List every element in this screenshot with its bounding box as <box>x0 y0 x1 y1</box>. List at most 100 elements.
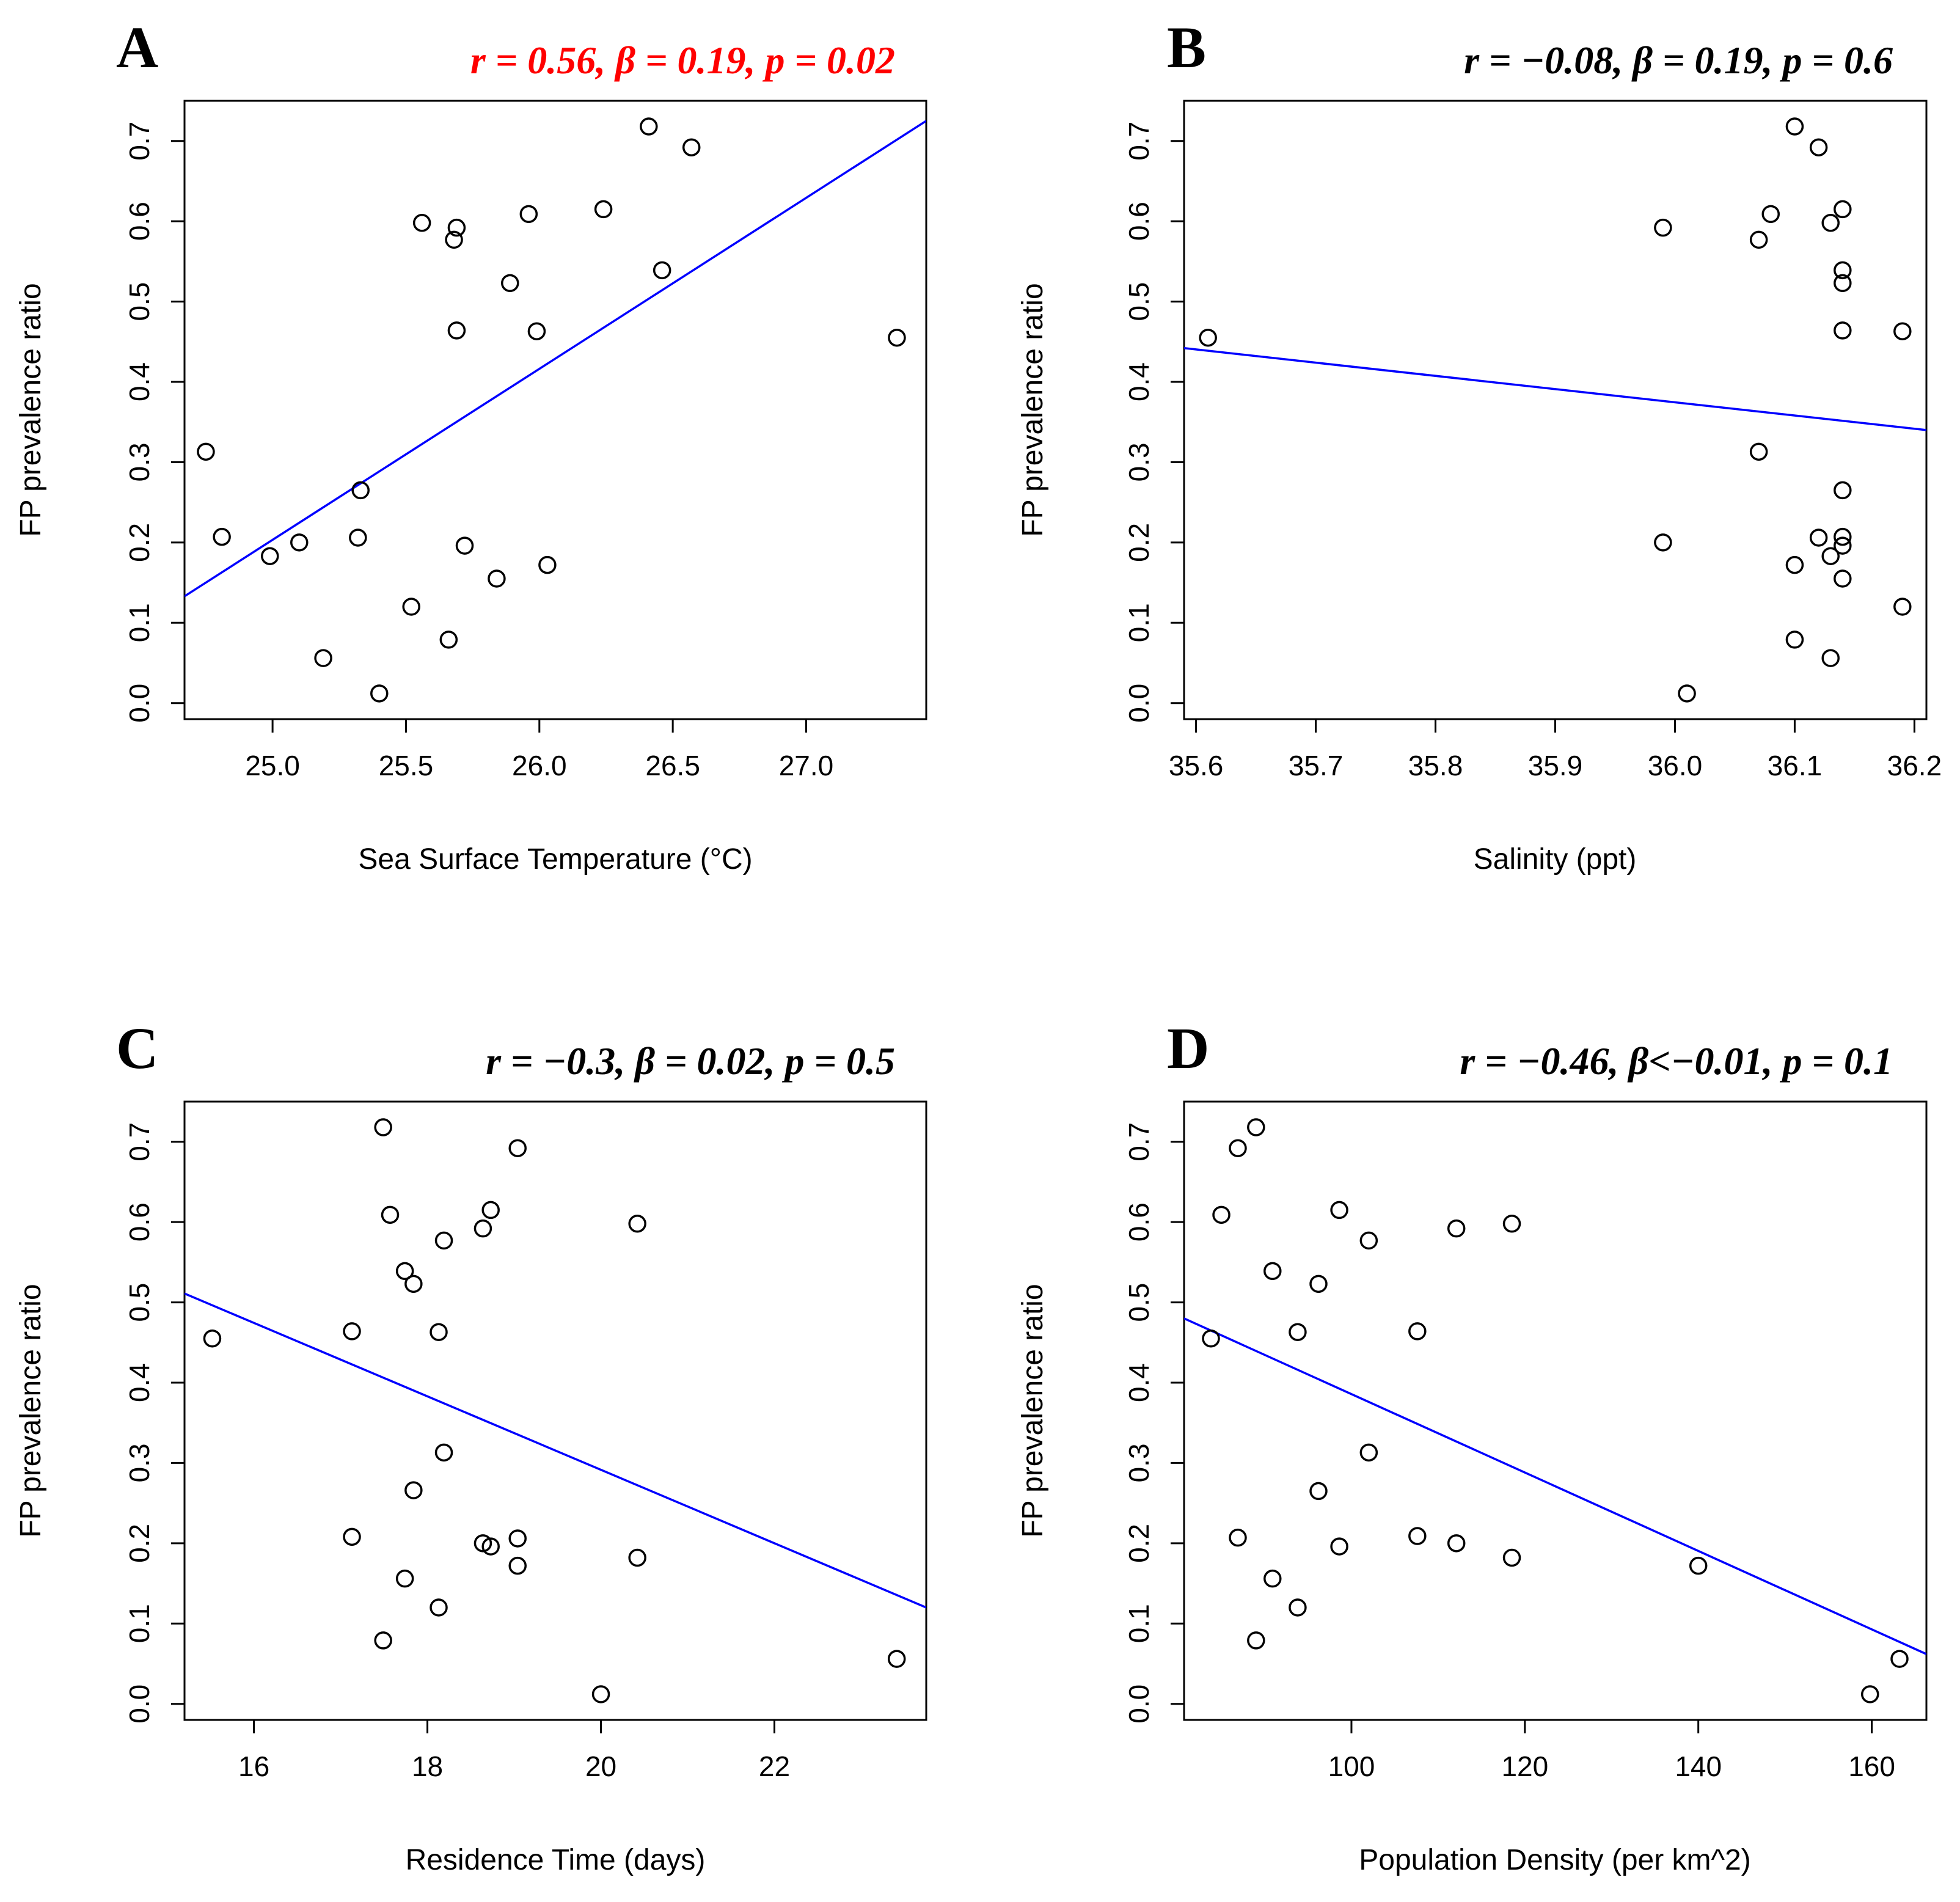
plot-frame-d <box>1183 1100 1928 1721</box>
y-tick-label-c: 0.4 <box>123 1363 155 1402</box>
data-point-b <box>1821 649 1840 667</box>
data-point-d <box>1447 1219 1466 1238</box>
y-tick-label-b: 0.7 <box>1123 122 1155 161</box>
data-point-d <box>1229 1528 1247 1547</box>
data-point-a <box>197 442 215 461</box>
data-point-d <box>1247 1118 1265 1136</box>
data-point-a <box>488 569 506 588</box>
panel-letter-c: C <box>116 1015 158 1081</box>
data-point-c <box>434 1231 453 1250</box>
panel-d: 100 120 140 160 0.0 0.1 0.2 0.3 0.4 0.5 0.6 0.7 D r =… <box>1017 1015 1928 1876</box>
data-point-b <box>1893 322 1912 340</box>
data-point-a <box>682 138 701 156</box>
data-point-a <box>351 481 370 500</box>
y-tick-label-d: 0.3 <box>1123 1443 1155 1482</box>
data-point-b <box>1834 261 1852 280</box>
x-axis-label-d: Population Density (per km^2) <box>1359 1844 1750 1876</box>
data-point-d <box>1408 1322 1427 1341</box>
data-point-d <box>1890 1650 1909 1668</box>
plot-frame-c <box>183 1100 927 1721</box>
data-point-b <box>1821 214 1840 232</box>
data-point-d <box>1330 1537 1348 1556</box>
data-point-d <box>1502 1548 1521 1567</box>
data-point-c <box>343 1322 361 1341</box>
data-point-d <box>1860 1685 1879 1703</box>
data-point-c <box>474 1534 492 1553</box>
data-point-c <box>404 1481 423 1499</box>
x-tick-label-b: 36.0 <box>1648 750 1703 781</box>
y-tick-label-a: 0.2 <box>123 523 155 562</box>
y-tick-label-b: 0.2 <box>1123 523 1155 562</box>
data-point-b <box>1834 527 1852 546</box>
y-tick-label-c: 0.1 <box>123 1604 155 1643</box>
data-point-a <box>527 322 546 340</box>
x-tick-label-b: 36.2 <box>1887 750 1942 781</box>
data-point-a <box>501 274 519 293</box>
data-point-a <box>640 117 658 136</box>
data-point-c <box>374 1118 392 1136</box>
data-point-a <box>370 684 389 703</box>
data-point-b <box>1654 218 1672 237</box>
data-point-a <box>445 230 463 249</box>
data-point-a <box>455 536 474 555</box>
y-axis-label-a: FP prevalence ratio <box>15 283 47 536</box>
y-tick-label-c: 0.5 <box>123 1283 155 1322</box>
data-point-b <box>1785 555 1804 574</box>
y-tick-label-b: 0.3 <box>1123 442 1155 481</box>
data-point-c <box>374 1631 392 1650</box>
y-tick-label-a: 0.6 <box>123 202 155 241</box>
data-point-d <box>1202 1329 1220 1348</box>
x-axis-label-c: Residence Time (days) <box>406 1844 706 1876</box>
data-point-c <box>395 1262 414 1281</box>
y-tick-label-a: 0.4 <box>123 362 155 401</box>
regression-line-d <box>1184 1317 1926 1655</box>
stats-title-c: r = −0.3, β = 0.02, p = 0.5 <box>486 1039 895 1083</box>
data-point-c <box>404 1275 423 1293</box>
plot-frame-b <box>1183 100 1928 720</box>
y-tick-label-b: 0.6 <box>1123 202 1155 241</box>
x-axis-label-b: Salinity (ppt) <box>1474 843 1637 876</box>
x-tick-label-a: 25.0 <box>245 750 300 781</box>
data-point-c <box>481 1201 500 1220</box>
panel-letter-b: B <box>1167 15 1206 80</box>
data-point-c <box>430 1598 448 1617</box>
data-point-d <box>1359 1231 1378 1250</box>
x-tick-label-c: 20 <box>585 1750 616 1782</box>
data-point-b <box>1199 328 1217 347</box>
x-tick-label-d: 100 <box>1328 1750 1375 1782</box>
data-point-d <box>1447 1534 1466 1553</box>
data-point-c <box>628 1215 646 1233</box>
y-tick-label-a: 0.7 <box>123 122 155 161</box>
data-point-d <box>1330 1201 1348 1220</box>
data-point-d <box>1289 1598 1307 1617</box>
y-tick-label-c: 0.6 <box>123 1202 155 1242</box>
y-tick-label-c: 0.7 <box>123 1122 155 1161</box>
stats-title-b: r = −0.08, β = 0.19, p = 0.6 <box>1464 38 1893 82</box>
data-point-a <box>260 547 279 565</box>
data-point-b <box>1834 200 1852 219</box>
y-tick-label-d: 0.2 <box>1123 1524 1155 1563</box>
data-point-c <box>508 1529 527 1548</box>
data-point-d <box>1289 1323 1307 1341</box>
x-tick-label-d: 120 <box>1501 1750 1548 1782</box>
plot-frame-a <box>183 100 927 720</box>
data-point-a <box>888 328 906 347</box>
data-point-b <box>1834 321 1852 340</box>
x-tick-label-a: 26.5 <box>645 750 700 781</box>
y-tick-label-a: 0.3 <box>123 442 155 481</box>
y-axis-label-d: FP prevalence ratio <box>1017 1284 1049 1537</box>
data-point-a <box>447 321 466 340</box>
data-point-c <box>508 1556 527 1575</box>
x-tick-label-b: 35.7 <box>1289 750 1344 781</box>
x-tick-label-a: 27.0 <box>779 750 834 781</box>
data-point-a <box>290 533 309 552</box>
regression-line-c <box>185 1292 926 1609</box>
data-point-b <box>1809 138 1828 156</box>
y-tick-label-c: 0.2 <box>123 1524 155 1563</box>
data-point-b <box>1654 533 1672 552</box>
x-tick-label-d: 160 <box>1848 1750 1895 1782</box>
data-point-a <box>349 529 367 547</box>
y-tick-label-b: 0.1 <box>1123 603 1155 642</box>
data-point-d <box>1263 1262 1282 1281</box>
data-point-b <box>1761 205 1780 224</box>
